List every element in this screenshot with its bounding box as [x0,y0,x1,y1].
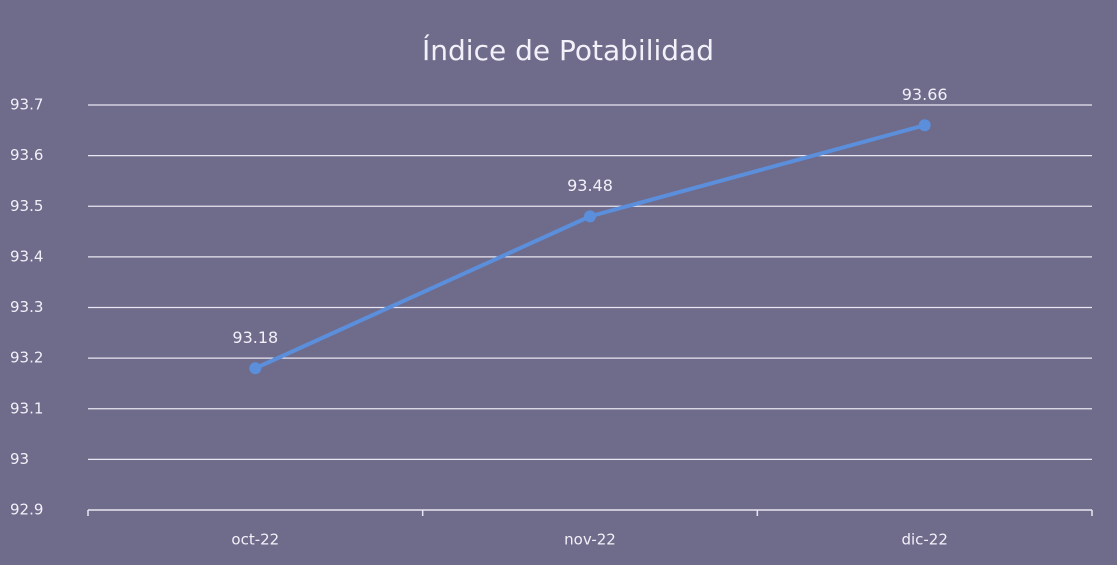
y-tick-label: 92.9 [10,501,43,519]
y-tick-label: 93.3 [10,298,43,316]
data-label: 93.18 [232,328,278,347]
y-tick-label: 93.1 [10,399,43,417]
y-tick-label: 93.4 [10,247,43,265]
data-label: 93.66 [902,85,948,104]
y-tick-label: 93.7 [10,96,43,114]
y-tick-label: 93.6 [10,146,43,164]
y-tick-label: 93.2 [10,349,43,367]
y-tick-label: 93 [10,450,29,468]
y-tick-label: 93.5 [10,197,43,215]
point [249,362,262,375]
x-tick-label: dic-22 [901,531,947,549]
data-label: 93.48 [567,176,613,195]
x-tick-label: oct-22 [231,531,279,549]
point [584,210,596,223]
chart-title: Índice de Potabilidad [422,33,714,67]
point [918,119,931,132]
x-tick-label: nov-22 [564,531,616,549]
